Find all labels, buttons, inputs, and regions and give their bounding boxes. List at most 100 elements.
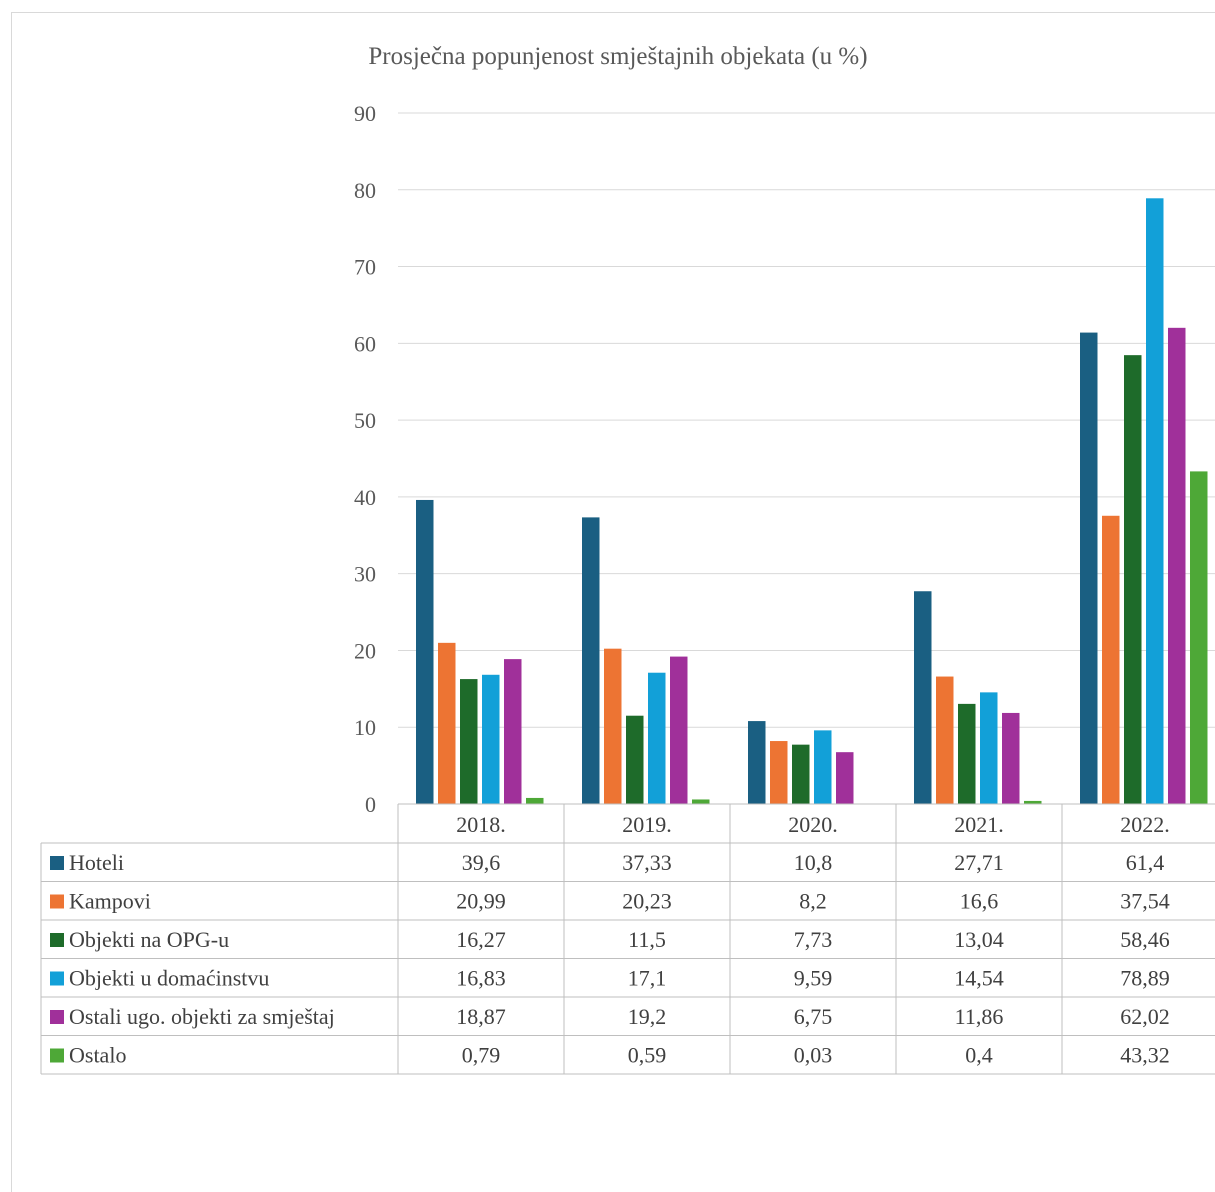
bar (958, 704, 976, 804)
x-tick-label: 2019. (622, 812, 672, 837)
data-label: 7,73 (794, 927, 833, 952)
bar (1168, 328, 1186, 804)
bar-group (1080, 198, 1208, 804)
bar (460, 679, 478, 804)
y-tick-label: 40 (354, 485, 376, 510)
legend-label: Ostali ugo. objekti za smještaj (69, 1004, 335, 1029)
data-label: 16,6 (960, 889, 999, 914)
legend-label: Objekti na OPG-u (69, 927, 229, 952)
bar (670, 657, 688, 804)
legend-label: Objekti u domaćinstvu (69, 966, 269, 991)
data-label: 17,1 (628, 966, 667, 991)
bars (416, 198, 1208, 804)
data-label: 10,8 (794, 850, 833, 875)
table-row: Ostalo 0,79 0,59 0,03 0,4 43,32 (50, 1043, 1170, 1068)
bar (604, 649, 622, 804)
data-label: 62,02 (1120, 1004, 1170, 1029)
bar (748, 721, 766, 804)
legend-label: Hoteli (69, 850, 124, 875)
data-label: 0,59 (628, 1043, 667, 1068)
data-label: 20,23 (622, 889, 672, 914)
y-tick-label: 30 (354, 562, 376, 587)
data-label: 0,03 (794, 1043, 833, 1068)
data-label: 39,6 (462, 850, 501, 875)
data-label: 8,2 (799, 889, 827, 914)
bar (792, 745, 810, 804)
bar (1190, 471, 1208, 804)
bar-group (914, 591, 1042, 804)
bar (1102, 516, 1120, 804)
bar (582, 517, 600, 804)
legend-swatch (50, 1049, 64, 1063)
data-label: 14,54 (954, 966, 1004, 991)
data-label: 43,32 (1120, 1043, 1170, 1068)
table-row: Kampovi 20,99 20,23 8,2 16,6 37,54 (50, 889, 1170, 914)
x-tick-label: 2020. (788, 812, 838, 837)
bar (836, 752, 854, 804)
table-row: Hoteli 39,6 37,33 10,8 27,71 61,4 (50, 850, 1164, 875)
bar (1146, 198, 1164, 804)
table-row: Ostali ugo. objekti za smještaj 18,87 19,2… (50, 1004, 1170, 1029)
data-label: 6,75 (794, 1004, 833, 1029)
data-label: 58,46 (1120, 927, 1170, 952)
data-label: 16,83 (456, 966, 506, 991)
bar (1124, 355, 1142, 804)
y-tick-label: 0 (365, 792, 376, 817)
bar (1002, 713, 1020, 804)
y-tick-label: 90 (354, 101, 376, 126)
bar (526, 798, 544, 804)
data-label: 13,04 (954, 927, 1004, 952)
legend-swatch (50, 1010, 64, 1024)
data-label: 11,86 (955, 1004, 1004, 1029)
bar (914, 591, 932, 804)
data-label: 11,5 (628, 927, 666, 952)
table-row: Objekti na OPG-u 16,27 11,5 7,73 13,04 58,46 (50, 927, 1170, 952)
data-label: 37,54 (1120, 889, 1170, 914)
data-label: 20,99 (456, 889, 506, 914)
data-label: 78,89 (1120, 966, 1170, 991)
bar (438, 643, 456, 804)
data-label: 19,2 (628, 1004, 667, 1029)
data-label: 27,71 (954, 850, 1004, 875)
table-row: Objekti u domaćinstvu 16,83 17,1 9,59 14,54 7… (50, 966, 1170, 991)
legend-swatch (50, 972, 64, 986)
bar (626, 716, 644, 804)
bar (504, 659, 522, 804)
legend-swatch (50, 895, 64, 909)
data-label: 61,4 (1126, 850, 1165, 875)
bar (1080, 333, 1098, 804)
x-tick-label: 2018. (456, 812, 506, 837)
bar (692, 799, 710, 804)
x-tick-label: 2022. (1120, 812, 1170, 837)
data-label: 0,79 (462, 1043, 501, 1068)
y-tick-label: 80 (354, 178, 376, 203)
y-axis-ticks: 0 10 20 30 40 50 60 70 80 90 (354, 101, 376, 817)
x-tick-label: 2021. (954, 812, 1004, 837)
bar (980, 692, 998, 804)
data-label: 16,27 (456, 927, 506, 952)
bar (936, 677, 954, 804)
y-tick-label: 20 (354, 638, 376, 663)
legend-swatch (50, 856, 64, 870)
bar (648, 673, 666, 804)
chart-title: Prosječna popunjenost smještajnih objeka… (368, 43, 867, 70)
bar-group (582, 517, 710, 804)
data-label: 37,33 (622, 850, 672, 875)
y-tick-label: 10 (354, 715, 376, 740)
y-tick-label: 70 (354, 255, 376, 280)
bar-group (748, 721, 876, 804)
y-tick-label: 50 (354, 408, 376, 433)
bar (770, 741, 788, 804)
y-tick-label: 60 (354, 331, 376, 356)
legend-label: Ostalo (69, 1043, 126, 1068)
data-table: 2018. 2019. 2020. 2021. 2022. Hoteli 39,6 37,33… (41, 804, 1215, 1074)
legend-swatch (50, 933, 64, 947)
bar-group (416, 500, 544, 804)
legend-label: Kampovi (69, 889, 151, 914)
data-label: 9,59 (794, 966, 833, 991)
bar (416, 500, 434, 804)
data-label: 18,87 (456, 1004, 506, 1029)
bar (482, 675, 500, 804)
data-label: 0,4 (965, 1043, 993, 1068)
